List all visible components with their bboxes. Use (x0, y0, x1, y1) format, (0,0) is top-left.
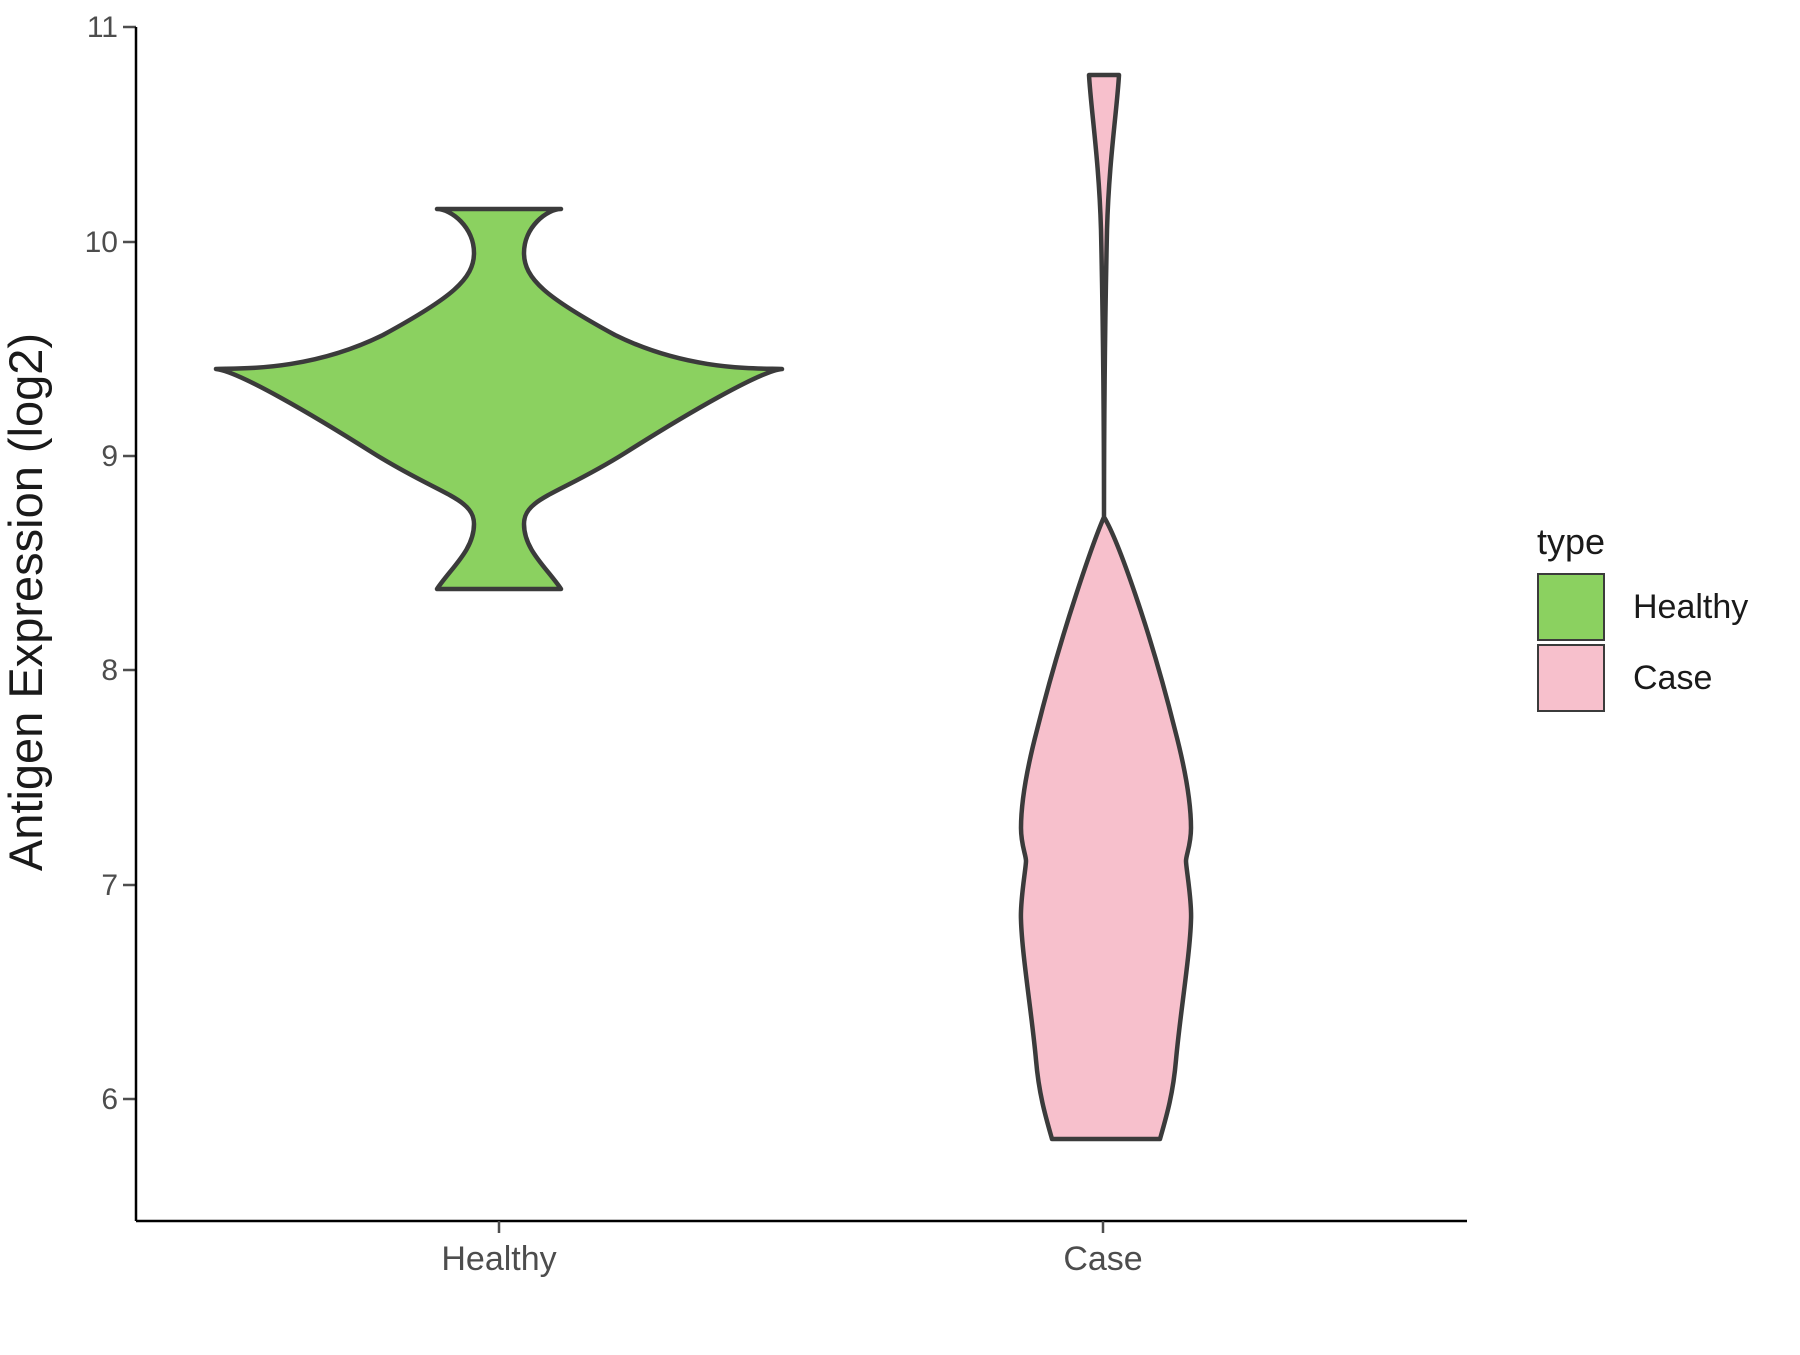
svg-text:6: 6 (101, 1083, 118, 1116)
svg-text:10: 10 (85, 226, 118, 259)
svg-text:7: 7 (101, 869, 118, 902)
svg-text:Healthy: Healthy (441, 1240, 556, 1278)
svg-text:Case: Case (1063, 1240, 1142, 1278)
svg-text:9: 9 (101, 440, 118, 473)
svg-text:Antigen Expression (log2): Antigen Expression (log2) (0, 333, 52, 871)
svg-text:11: 11 (87, 11, 118, 44)
svg-text:8: 8 (101, 654, 118, 687)
